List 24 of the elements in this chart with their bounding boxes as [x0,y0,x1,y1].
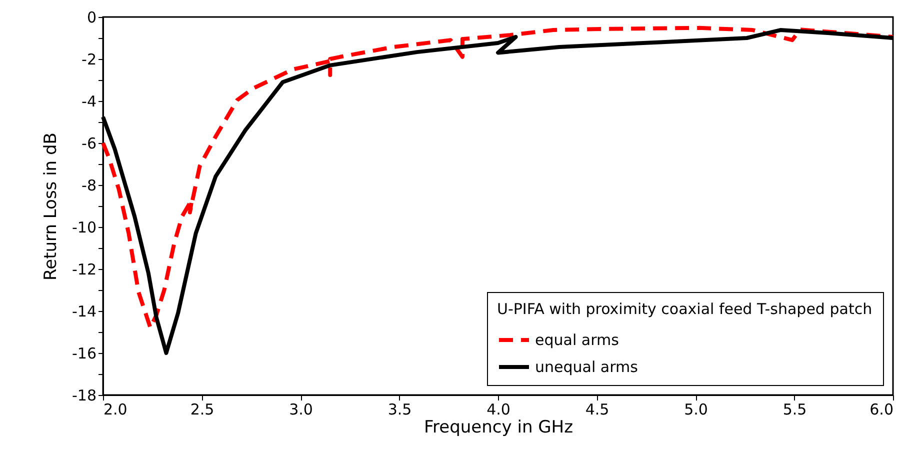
x-tick-label: 4.0 [486,400,510,418]
y-axis-title: Return Loss in dB [41,132,61,280]
y-tick-label: -12 [72,260,96,278]
y-tick-label: 0 [86,8,96,26]
y-tick-label: -2 [82,50,96,68]
y-tick-label: -6 [82,134,96,152]
x-tick-label: 5.0 [684,400,708,418]
y-tick-label: -10 [72,218,96,236]
y-tick-label: -14 [72,302,96,320]
y-tick-label: -8 [82,176,96,194]
x-tick-label: 5.5 [782,400,807,418]
y-tick-label: -16 [72,344,96,362]
x-tick-label: 4.5 [585,400,610,418]
x-axis-title: Frequency in GHz [424,418,574,438]
x-tick-label: 6.0 [870,400,894,418]
legend-label: unequal arms [535,358,638,376]
y-tick-label: -4 [82,92,96,110]
x-tick-label: 3.0 [289,400,313,418]
x-tick-label: 2.5 [190,400,214,418]
x-tick-label: 3.5 [388,400,412,418]
legend-label: equal arms [535,331,620,349]
y-tick-label: -18 [72,386,96,404]
x-tick-label: 2.0 [104,400,128,418]
legend-title: U-PIFA with proximity coaxial feed T-shaped patch [497,300,872,318]
